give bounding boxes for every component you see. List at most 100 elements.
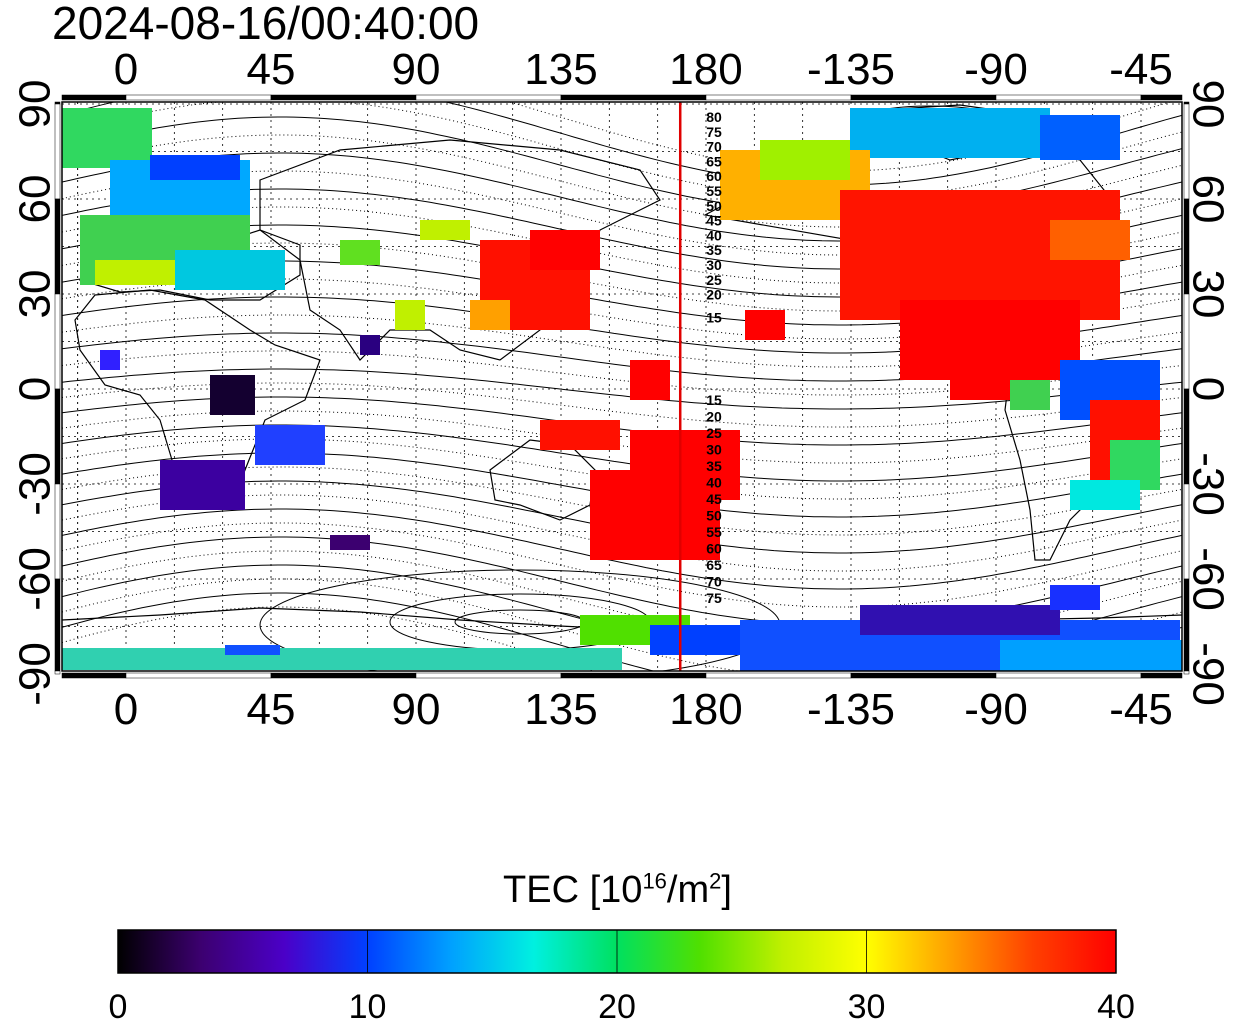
frame-segment	[125, 672, 272, 679]
contour-label: 75	[706, 124, 722, 140]
lat-tick-label-left: 0	[11, 377, 60, 401]
contour-label: 15	[706, 309, 722, 325]
frame-segment	[61, 94, 127, 101]
lat-tick-label-left: -90	[11, 642, 60, 706]
longitude-ticks-top: 0 45 90 135 180 -135 -90 -45	[114, 45, 1173, 94]
contour-line	[62, 466, 1182, 536]
frame-segment	[850, 672, 997, 679]
frame-segment	[1183, 670, 1190, 675]
lon-tick-label-bottom: -135	[807, 685, 895, 734]
contour-label: 20	[706, 287, 722, 303]
contour-label: 40	[706, 227, 722, 243]
frame-segment	[54, 670, 61, 675]
frame-top-bar	[61, 94, 1183, 101]
contour-line	[62, 424, 1182, 482]
longitude-ticks-bottom: 0 45 90 135 180 -135 -90 -45	[114, 685, 1173, 734]
lon-tick-label-bottom: -90	[964, 685, 1028, 734]
colorbar-tick-label: 20	[598, 988, 636, 1021]
lat-tick-label-left: 90	[11, 80, 60, 129]
latitude-ticks-left: 90 60 30 0 -30 -60 -90	[11, 80, 60, 706]
colorbar-tick-label: 30	[848, 988, 886, 1021]
lon-tick-label-top: 90	[392, 45, 441, 94]
tec-observation-patches	[62, 108, 1182, 671]
contour-label: 25	[706, 425, 722, 441]
frame-segment	[415, 94, 562, 101]
lat-tick-label-right: -30	[1183, 452, 1232, 516]
contour-label: 25	[706, 272, 722, 288]
contour-label: 75	[706, 590, 722, 606]
lon-tick-label-bottom: 0	[114, 685, 138, 734]
contour-line	[507, 102, 1172, 172]
lon-tick-label-bottom: -45	[1109, 685, 1173, 734]
timestamp-title: 2024-08-16/00:40:00	[52, 0, 480, 49]
lat-tick-label-left: -60	[11, 547, 60, 611]
lat-tick-label-right: -90	[1183, 642, 1232, 706]
lon-tick-label-bottom: 180	[669, 685, 742, 734]
contour-label: 35	[706, 242, 722, 258]
contour-label: 60	[706, 541, 722, 557]
frame-segment	[560, 94, 707, 101]
lon-tick-label-bottom: 135	[524, 685, 597, 734]
contour-label: 80	[706, 109, 722, 125]
frame-segment	[270, 672, 417, 679]
latitude-ticks-right: 90 60 30 0 -30 -60 -90	[1183, 80, 1232, 706]
frame-left-bar	[54, 101, 61, 675]
frame-segment	[705, 672, 852, 679]
map-frame	[61, 101, 1183, 672]
frame-segment	[1140, 94, 1183, 101]
contour-label: 20	[706, 409, 722, 425]
lon-tick-label-top: -45	[1109, 45, 1173, 94]
colorbar-title: TEC [1016/m2]	[503, 868, 732, 911]
lon-tick-label-top: 0	[114, 45, 138, 94]
lon-tick-label-top: 45	[247, 45, 296, 94]
contour-label: 70	[706, 574, 722, 590]
frame-segment	[1140, 672, 1183, 679]
contour-label: 60	[706, 168, 722, 184]
lon-tick-label-top: 135	[524, 45, 597, 94]
contour-label: 15	[706, 392, 722, 408]
contour-label: 65	[706, 153, 722, 169]
lat-tick-label-left: -30	[11, 452, 60, 516]
contour-line	[62, 508, 1182, 590]
contour-line	[62, 102, 1182, 200]
lon-tick-label-top: -90	[964, 45, 1028, 94]
colorbar-tick-label: 0	[109, 988, 128, 1021]
contour-label: 50	[706, 508, 722, 524]
frame-segment	[415, 672, 562, 679]
contour-label: 30	[706, 442, 722, 458]
contour-line	[62, 382, 1182, 428]
colorbar-tick-label: 10	[349, 988, 387, 1021]
colorbar-ticks: 0 10 20 30 40	[109, 930, 1135, 1021]
lat-tick-label-right: -60	[1183, 547, 1232, 611]
contour-label: 55	[706, 524, 722, 540]
frame-segment	[705, 94, 852, 101]
contour-label: 45	[706, 491, 722, 507]
lat-tick-label-left: 30	[11, 270, 60, 319]
lon-tick-label-top: 180	[669, 45, 742, 94]
contour-label: 55	[706, 183, 722, 199]
frame-segment	[995, 94, 1142, 101]
lat-tick-label-right: 90	[1183, 80, 1232, 129]
contour-label: 30	[706, 257, 722, 273]
lon-tick-label-bottom: 45	[247, 685, 296, 734]
frame-segment	[560, 672, 707, 679]
lat-tick-label-right: 30	[1183, 270, 1232, 319]
contour-label: 45	[706, 213, 722, 229]
contour-label: 40	[706, 475, 722, 491]
frame-bottom-bar	[61, 672, 1183, 679]
contour-line	[62, 368, 1182, 410]
frame-segment	[995, 672, 1142, 679]
frame-right-bar	[1183, 101, 1190, 675]
contour-line	[62, 494, 1182, 572]
contour-line	[62, 102, 1182, 186]
colorbar-tick-label: 40	[1097, 988, 1135, 1021]
contour-label: 50	[706, 198, 722, 214]
contour-label: 35	[706, 458, 722, 474]
frame-segment	[850, 94, 997, 101]
lon-tick-label-top: -135	[807, 45, 895, 94]
lat-tick-label-right: 60	[1183, 175, 1232, 224]
lon-tick-label-bottom: 90	[392, 685, 441, 734]
